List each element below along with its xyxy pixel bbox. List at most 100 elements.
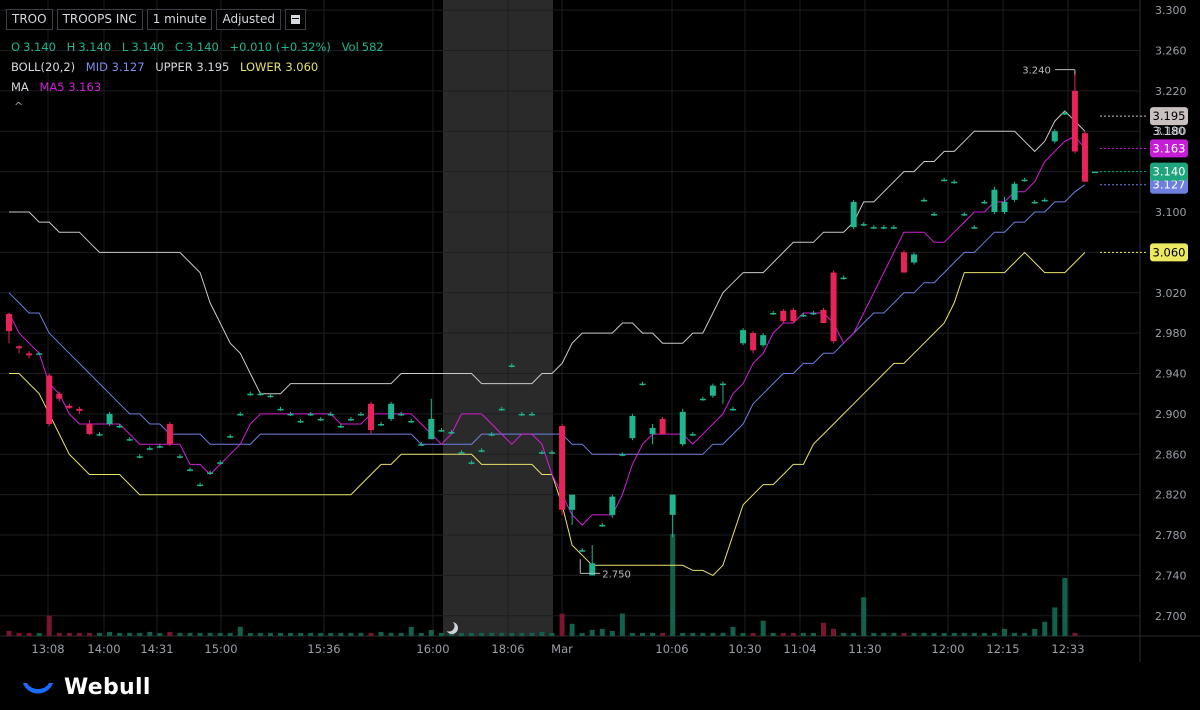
chart-svg[interactable]: 3.300 3.260 3.220 3.180 3.140 3.100 3.060 3.020… bbox=[0, 0, 1200, 662]
volume-bar bbox=[700, 632, 706, 636]
interval-selector[interactable]: 1 minute bbox=[146, 9, 213, 30]
candle-body bbox=[327, 413, 334, 416]
volume-bar bbox=[107, 631, 113, 636]
candle-body bbox=[388, 403, 395, 419]
volume-bar bbox=[690, 632, 696, 636]
volume-bar bbox=[891, 632, 897, 636]
ma-legend[interactable]: MA MA5 3.163 bbox=[11, 80, 108, 94]
x-tick-label: 15:36 bbox=[307, 642, 340, 656]
candle-body bbox=[629, 415, 636, 439]
candle-body bbox=[217, 462, 224, 464]
volume-bar bbox=[187, 632, 193, 636]
chart-toolbar: TROO TROOPS INC 1 minute Adjusted bbox=[6, 9, 306, 30]
candle-body bbox=[508, 365, 515, 367]
volume-bar bbox=[851, 632, 857, 636]
y-tick-label: 3.020 bbox=[1155, 287, 1187, 300]
candle-body bbox=[569, 494, 576, 510]
volume-bar bbox=[529, 632, 535, 636]
open-value: 3.140 bbox=[23, 40, 56, 54]
candle-body bbox=[800, 314, 807, 317]
candlestick-chart[interactable]: 3.300 3.260 3.220 3.180 3.140 3.100 3.060 3.020… bbox=[0, 0, 1200, 662]
candle-body bbox=[991, 189, 998, 212]
candle-body bbox=[317, 418, 324, 421]
volume-bar bbox=[459, 632, 464, 636]
volume-bar bbox=[147, 631, 153, 636]
price-tag bbox=[1150, 107, 1188, 126]
candle-body bbox=[156, 446, 163, 448]
candle-body bbox=[760, 335, 767, 346]
candle-body bbox=[900, 252, 907, 273]
candle-body bbox=[468, 462, 475, 464]
price-tag bbox=[1150, 139, 1188, 158]
y-tick-label: 2.980 bbox=[1155, 327, 1187, 340]
moon-shadow bbox=[443, 620, 455, 632]
price-tag bbox=[1150, 243, 1188, 262]
volume-bar bbox=[76, 632, 82, 636]
candle-body bbox=[398, 413, 405, 416]
volume-bar bbox=[127, 632, 133, 636]
candle-body bbox=[770, 312, 777, 315]
price-tag-label: 3.163 bbox=[1153, 141, 1186, 155]
boll-legend[interactable]: BOLL(20,2) MID 3.127 UPPER 3.195 LOWER 3… bbox=[11, 60, 325, 74]
x-tick-label: 14:31 bbox=[140, 642, 173, 656]
candle-body bbox=[368, 403, 374, 431]
volume-value: 582 bbox=[361, 40, 384, 54]
candle-body bbox=[528, 413, 535, 416]
high-label: H bbox=[66, 40, 76, 54]
y-tick-label: 2.820 bbox=[1155, 489, 1187, 502]
volume-bar bbox=[710, 632, 716, 636]
candle-body bbox=[378, 424, 385, 426]
volume-bar bbox=[288, 632, 294, 636]
volume-label: Vol bbox=[341, 40, 359, 54]
y-tick-label: 3.300 bbox=[1155, 4, 1187, 17]
price-tag-label: 3.195 bbox=[1153, 109, 1186, 123]
volume-bar bbox=[1062, 577, 1068, 636]
candle-body bbox=[176, 456, 183, 458]
volume-bar bbox=[619, 613, 625, 636]
candle-body bbox=[730, 408, 736, 411]
candle-body bbox=[1031, 201, 1038, 204]
volume-bar bbox=[97, 632, 102, 636]
volume-bar bbox=[36, 632, 42, 636]
footer bbox=[0, 662, 1200, 710]
high-value: 3.140 bbox=[78, 40, 112, 54]
candle-body bbox=[820, 309, 827, 324]
volume-bar bbox=[6, 630, 12, 636]
candle-body bbox=[277, 408, 284, 411]
adjust-selector[interactable]: Adjusted bbox=[216, 9, 281, 30]
candle-body bbox=[76, 408, 83, 411]
close-label: C bbox=[174, 40, 183, 54]
volume-bar bbox=[318, 632, 324, 636]
volume-bar bbox=[921, 632, 927, 636]
y-tick-label: 3.100 bbox=[1155, 206, 1187, 219]
symbol-label[interactable]: TROO bbox=[6, 9, 53, 30]
volume-bar bbox=[810, 632, 816, 636]
volume-bar bbox=[16, 632, 22, 636]
volume-bar bbox=[720, 632, 726, 636]
x-tick-label: 11:30 bbox=[848, 642, 881, 656]
x-tick-label: 14:00 bbox=[87, 642, 120, 656]
candle-body bbox=[679, 411, 686, 445]
candle-body bbox=[26, 353, 33, 356]
webull-logo-icon bbox=[23, 682, 53, 693]
menu-button[interactable] bbox=[284, 9, 306, 30]
candle-body bbox=[287, 413, 294, 416]
y-tick-label: 2.780 bbox=[1155, 529, 1187, 542]
candle-body bbox=[941, 179, 948, 182]
y-tick-label: 3.220 bbox=[1155, 85, 1187, 98]
volume-bar bbox=[981, 632, 987, 636]
volume-bar bbox=[1042, 621, 1048, 636]
candle-body bbox=[337, 426, 344, 428]
volume-bar bbox=[1022, 632, 1028, 636]
volume-bar bbox=[831, 628, 837, 636]
candle-body bbox=[1092, 171, 1098, 174]
volume-bar bbox=[1032, 628, 1038, 636]
candle-body bbox=[951, 181, 958, 184]
caret-up-icon[interactable]: ^ bbox=[14, 100, 24, 113]
candle-body bbox=[458, 452, 465, 454]
volume-bar bbox=[660, 632, 666, 636]
x-tick-label: 15:00 bbox=[204, 642, 237, 656]
candle-body bbox=[6, 313, 12, 332]
volume-bar bbox=[1002, 628, 1007, 636]
volume-bar bbox=[730, 626, 736, 636]
